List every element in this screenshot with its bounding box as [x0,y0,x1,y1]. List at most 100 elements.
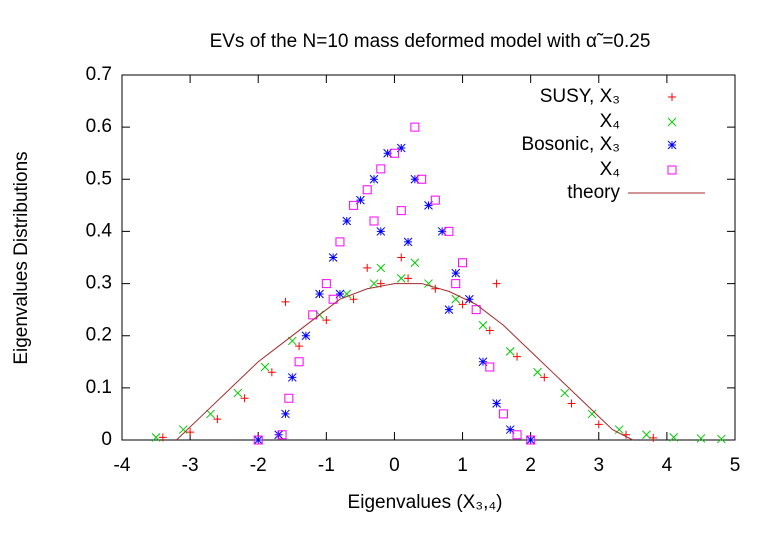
legend-label: theory [567,182,620,203]
point [669,433,679,442]
point [260,362,270,372]
point [295,342,304,351]
point [649,433,658,442]
legend-label: X₄ [600,159,621,180]
point [485,362,495,372]
point [430,195,440,205]
legend-marker [667,140,677,150]
point [356,195,365,205]
point [431,284,440,293]
y-tick-label: 0 [101,429,112,450]
x-tick-label: 1 [457,455,468,476]
point [642,430,651,440]
point [512,430,522,440]
point [349,295,358,304]
point [458,258,468,268]
point [526,435,536,445]
point [594,420,603,429]
point [308,310,318,320]
point [383,148,392,158]
x-tick-label: 4 [662,455,673,476]
point [526,435,536,445]
x-tick-label: -3 [182,455,199,476]
point [213,415,222,424]
chart-title: EVs of the N=10 mass deformed model with… [210,31,651,52]
legend-label: X₄ [600,111,621,132]
y-tick-label: 0.4 [86,220,113,241]
point [560,388,570,398]
point [587,409,597,419]
point [362,185,372,195]
point [396,143,406,153]
point [396,274,406,283]
point [444,226,454,236]
point [492,279,501,288]
point [717,434,726,444]
point [567,399,576,408]
point [206,409,215,419]
point [478,357,488,367]
point [389,148,399,158]
legend-marker [667,117,677,127]
point [540,373,549,382]
point [492,399,501,408]
point [614,425,624,434]
point [498,409,508,419]
point [240,394,249,403]
point [328,294,338,304]
legend-label: Bosonic, X₃ [521,134,620,155]
point [267,368,276,377]
point [294,357,304,367]
point [321,279,331,289]
point [404,274,413,283]
point [376,227,386,236]
point [403,237,413,247]
y-axis-label: Eigenvalues Distributions [11,151,32,364]
point [342,289,352,299]
x-tick-label: 5 [730,455,741,476]
point [335,237,345,247]
point [451,279,461,289]
point [315,289,324,299]
point [437,227,447,236]
point [349,200,359,210]
point [533,367,542,377]
point [253,435,263,445]
point [301,331,311,341]
point [410,258,420,268]
y-tick-label: 0.2 [86,325,112,346]
point [186,428,195,437]
plot-frame [121,74,736,441]
point [505,425,515,434]
x-tick-label: 0 [389,455,400,476]
point [417,174,427,184]
point [274,430,284,440]
x-tick-label: 3 [593,455,604,476]
point [451,294,461,304]
legend-label: SUSY, X₃ [540,86,620,107]
legend-marker [667,165,677,175]
point [376,263,386,273]
point [485,326,494,335]
point [465,294,474,304]
point [369,279,379,288]
point [158,433,167,442]
y-tick-label: 0.1 [86,377,112,398]
x-tick-label: -2 [250,455,267,476]
point [478,320,488,330]
y-tick-label: 0.3 [86,273,112,294]
legend-marker [668,93,676,101]
point [410,122,420,132]
point [335,289,345,299]
point [410,174,420,184]
point [277,430,287,440]
point [451,268,461,278]
point [151,433,161,442]
point [369,216,379,226]
point [322,316,331,325]
point [281,297,290,306]
point [369,174,379,184]
y-tick-label: 0.5 [86,168,112,189]
point [513,352,522,361]
point [363,263,372,272]
